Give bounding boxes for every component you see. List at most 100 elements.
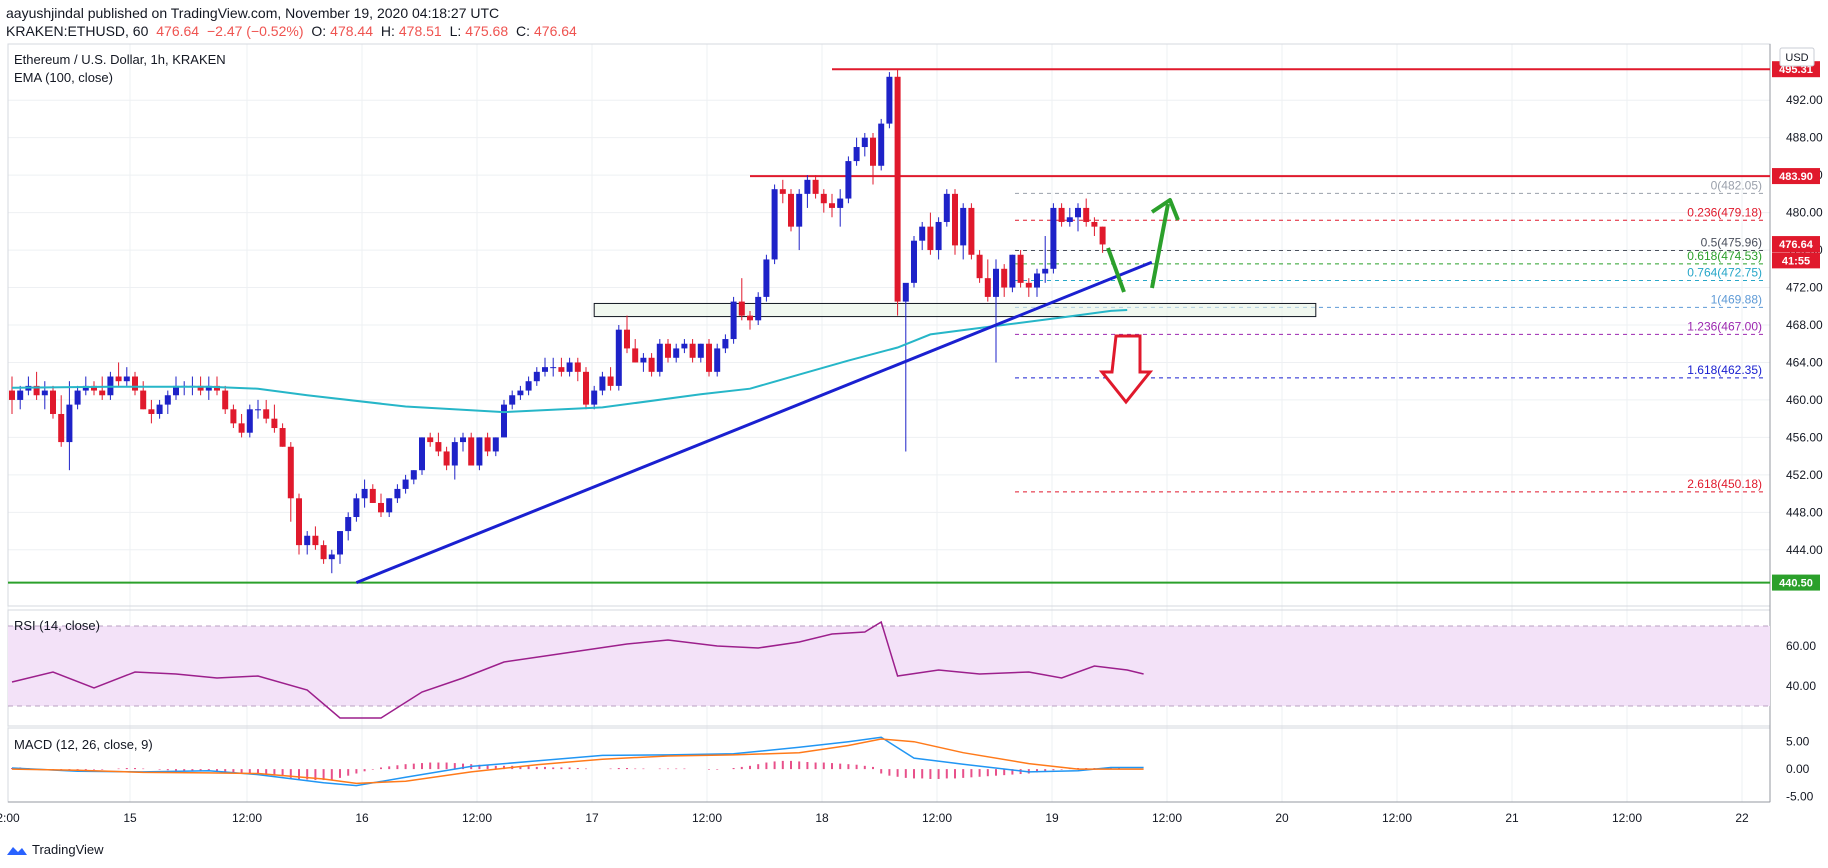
price-tick: 456.00 [1786, 430, 1823, 444]
candle-down [812, 179, 819, 194]
candle-up [533, 371, 540, 382]
candle-up [492, 437, 499, 452]
fib-label: 0.618(474.53) [1687, 249, 1762, 263]
price-tick: 472.00 [1786, 281, 1823, 295]
price-axis[interactable]: 444.00 448.00 452.00 456.00 460.00 464.00 468.… [1772, 61, 1823, 804]
macd-tick: 5.00 [1786, 735, 1810, 749]
candle-down [706, 343, 712, 372]
candle-down [870, 137, 876, 166]
candle-down [1091, 221, 1098, 227]
candle-down [820, 193, 827, 204]
candle-up [337, 531, 343, 555]
candle-down [607, 376, 614, 386]
candle-up [591, 390, 598, 405]
price-tag-label: 41:55 [1782, 255, 1810, 267]
candle-down [829, 203, 835, 208]
legends: Ethereum / U.S. Dollar, 1h, KRAKEN EMA (… [14, 52, 226, 752]
pullback-arrow-icon [1106, 247, 1126, 293]
candle-down [271, 418, 278, 429]
candle-up [164, 395, 171, 405]
candle-up [615, 329, 622, 386]
price-tag [1772, 236, 1820, 253]
candle-down [779, 189, 786, 194]
candle-up [714, 348, 721, 372]
candle-down [9, 390, 15, 400]
time-axis[interactable]: 2:00 15 12:00 16 12:00 17 12:00 18 12:00 19 12:00 2… [0, 811, 1749, 825]
candle-down [968, 207, 975, 255]
time-tick: 17 [585, 811, 599, 825]
price-tick: 444.00 [1786, 543, 1823, 557]
trendline-path [355, 260, 1153, 584]
price-tag [1772, 252, 1820, 269]
candle-down [91, 385, 97, 391]
candle-down [976, 254, 983, 279]
candle-up [960, 207, 967, 246]
candle-down [427, 437, 434, 443]
macd-tick: -5.00 [1786, 790, 1814, 804]
candle-up [943, 193, 950, 222]
price-tick: 480.00 [1786, 206, 1823, 220]
candle-up [640, 357, 647, 363]
last-price: 476.64 [156, 23, 200, 39]
price-tag [1772, 168, 1820, 185]
candle-up [82, 385, 89, 391]
candle-up [246, 409, 253, 433]
currency-box[interactable]: USD [1779, 47, 1815, 67]
candle-up [156, 404, 163, 414]
candle-up [878, 123, 885, 166]
price-tag-label: 440.50 [1779, 578, 1813, 590]
chart-title: Ethereum / U.S. Dollar, 1h, KRAKEN [14, 52, 226, 67]
candle-down [1058, 207, 1065, 222]
time-tick: 12:00 [462, 811, 492, 825]
candle-down [296, 498, 302, 546]
high-label: H: [380, 23, 395, 39]
horizontal-levels [8, 68, 1770, 584]
candle-down [140, 390, 147, 410]
candle-up [1034, 273, 1040, 288]
bullish-arrow-icon [1150, 198, 1180, 289]
time-tick: 12:00 [232, 811, 262, 825]
candle-up [525, 381, 532, 391]
rsi-line [11, 620, 1144, 719]
candle-down [197, 385, 204, 391]
close-value: 476.64 [534, 23, 577, 39]
price-tag-label: 495.31 [1779, 64, 1813, 76]
price-tick: 452.00 [1786, 468, 1823, 482]
candle-down [1001, 268, 1008, 288]
candle-up [837, 198, 844, 208]
time-tick: 21 [1505, 811, 1519, 825]
candle-up [886, 76, 893, 124]
scenario-arrows [1098, 198, 1180, 405]
fib-label: 0.764(472.75) [1687, 266, 1762, 280]
candle-up [804, 179, 811, 194]
candle-down [468, 437, 475, 466]
candle-down [574, 362, 581, 372]
rsi-tick: 40.00 [1786, 679, 1816, 693]
candle-up [1066, 217, 1073, 222]
candle-down [214, 385, 220, 391]
candle-up [173, 385, 179, 396]
time-tick: 12:00 [692, 811, 722, 825]
time-tick: 18 [815, 811, 829, 825]
candle-up [845, 161, 852, 199]
fib-label: 1.618(462.35) [1687, 363, 1762, 377]
candle-up [410, 470, 417, 480]
candle-up [681, 343, 688, 349]
candle-up [656, 343, 663, 372]
symbol-label: KRAKEN:ETHUSD, 60 [6, 23, 149, 39]
candle-up [419, 437, 425, 471]
candle-up [501, 404, 507, 438]
candle-down [1017, 254, 1024, 283]
candle-up [402, 479, 409, 489]
low-label: L: [449, 23, 462, 39]
time-tick: 19 [1045, 811, 1059, 825]
macd-tick: 0.00 [1786, 762, 1810, 776]
macd-legend: MACD (12, 26, close, 9) [14, 737, 153, 752]
rsi-legend: RSI (14, close) [14, 618, 100, 633]
rsi-band-fill [8, 626, 1770, 706]
time-tick: 12:00 [922, 811, 952, 825]
candle-up [345, 517, 352, 532]
candle-up [796, 193, 803, 227]
candle-down [443, 451, 450, 466]
